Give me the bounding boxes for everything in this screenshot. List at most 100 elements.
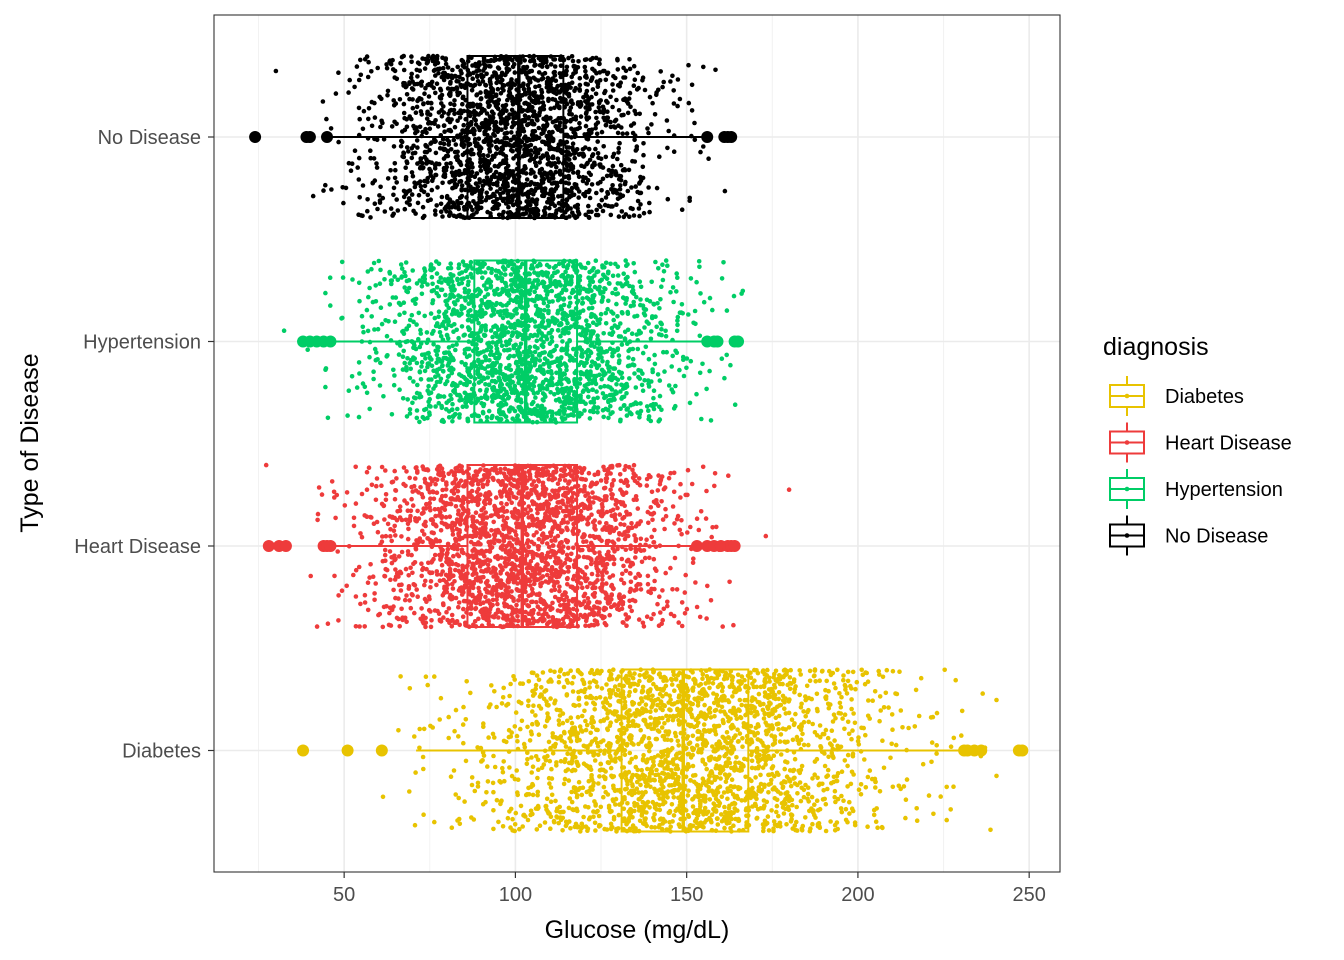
data-point xyxy=(675,322,680,328)
data-point xyxy=(448,285,454,290)
data-point xyxy=(558,74,564,80)
data-point xyxy=(392,119,397,125)
data-point xyxy=(367,406,373,412)
data-point xyxy=(614,382,619,387)
data-point xyxy=(444,193,450,199)
data-point xyxy=(433,162,439,167)
data-point xyxy=(590,66,595,72)
data-point xyxy=(545,154,551,159)
data-point xyxy=(503,373,508,378)
data-point xyxy=(562,402,568,407)
data-point xyxy=(634,294,639,300)
data-point xyxy=(561,296,567,302)
data-point xyxy=(449,205,455,210)
data-point xyxy=(457,622,463,628)
data-point xyxy=(598,156,604,162)
data-point xyxy=(389,124,395,129)
data-point xyxy=(416,310,422,316)
data-point xyxy=(537,160,542,165)
data-point xyxy=(588,57,593,62)
data-point xyxy=(637,279,643,285)
data-point xyxy=(487,76,493,82)
data-point xyxy=(602,265,607,270)
data-point xyxy=(361,108,367,114)
data-point xyxy=(627,66,633,72)
data-point xyxy=(548,82,553,87)
data-point xyxy=(500,212,505,218)
data-point xyxy=(583,175,588,181)
data-point xyxy=(566,157,572,162)
data-point xyxy=(398,143,404,149)
data-point xyxy=(532,128,538,134)
data-point xyxy=(557,359,563,365)
data-point xyxy=(530,197,535,202)
data-point xyxy=(478,110,484,115)
data-point xyxy=(480,183,486,189)
data-point xyxy=(568,152,573,157)
data-point xyxy=(553,270,558,276)
data-point xyxy=(611,151,617,157)
data-point xyxy=(410,570,415,576)
data-point xyxy=(696,527,702,533)
data-point xyxy=(557,120,563,126)
data-point xyxy=(429,331,435,336)
data-point xyxy=(448,101,453,107)
data-point xyxy=(404,124,410,130)
data-point xyxy=(462,187,468,193)
data-point xyxy=(655,301,660,306)
data-point xyxy=(505,57,511,62)
data-point xyxy=(340,275,346,280)
data-point xyxy=(462,207,467,212)
data-point xyxy=(356,155,362,161)
data-point xyxy=(550,600,555,606)
data-point xyxy=(504,288,509,294)
data-point xyxy=(462,295,467,301)
data-point xyxy=(681,357,686,363)
data-point xyxy=(518,397,523,402)
data-point xyxy=(635,198,641,204)
data-point xyxy=(438,275,444,281)
data-point xyxy=(395,208,401,213)
data-point xyxy=(483,594,488,600)
data-point xyxy=(488,352,493,358)
data-point xyxy=(625,406,631,411)
data-point xyxy=(390,295,396,300)
data-point xyxy=(602,274,608,280)
data-point xyxy=(409,146,415,151)
data-point xyxy=(425,364,430,370)
data-point xyxy=(416,192,422,198)
data-point xyxy=(501,386,507,392)
data-point xyxy=(636,206,642,211)
data-point xyxy=(584,110,589,115)
data-point xyxy=(670,353,675,359)
data-point xyxy=(589,311,594,317)
data-point xyxy=(618,370,624,376)
data-point xyxy=(555,156,561,161)
data-point xyxy=(545,162,550,167)
data-point xyxy=(590,320,596,326)
data-point xyxy=(600,391,606,396)
data-point xyxy=(578,371,584,377)
data-point xyxy=(546,76,551,82)
data-point xyxy=(466,288,472,294)
data-point xyxy=(629,185,634,190)
data-point xyxy=(339,588,345,593)
data-point xyxy=(656,266,661,271)
data-point xyxy=(385,88,391,94)
data-point xyxy=(603,154,609,160)
data-point xyxy=(535,346,540,351)
data-point xyxy=(550,201,555,206)
data-point xyxy=(652,352,657,358)
data-point xyxy=(432,315,438,321)
data-point xyxy=(704,386,709,392)
data-point xyxy=(588,349,593,355)
data-point xyxy=(483,123,488,129)
data-point xyxy=(481,178,487,184)
data-point xyxy=(544,386,550,392)
data-point xyxy=(624,131,630,136)
data-point xyxy=(536,536,542,542)
data-point xyxy=(429,377,434,382)
data-point xyxy=(599,129,605,135)
data-point xyxy=(490,206,496,211)
data-point xyxy=(407,475,413,481)
